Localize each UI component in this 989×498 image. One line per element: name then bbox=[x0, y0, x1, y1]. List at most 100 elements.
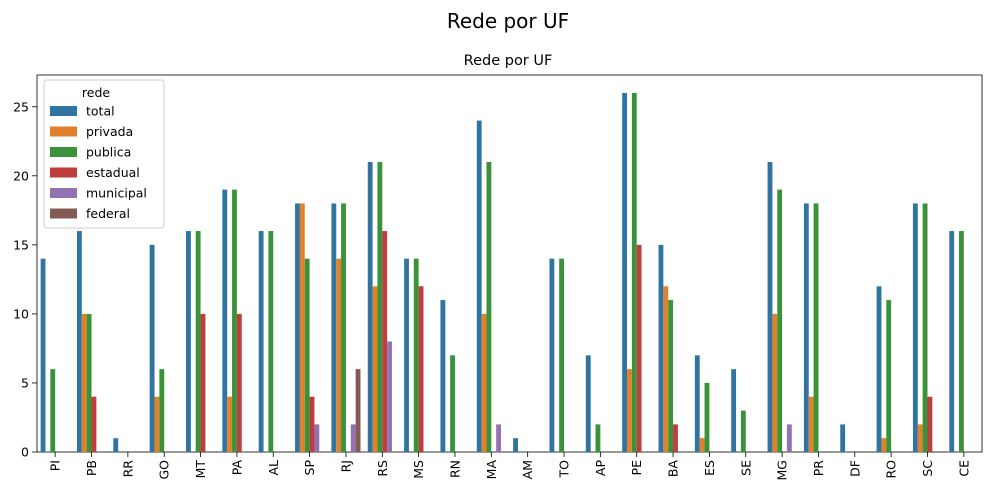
bar-total-RN bbox=[440, 300, 446, 452]
y-tick-label: 5 bbox=[21, 375, 29, 390]
bar-publica-MG bbox=[777, 189, 783, 452]
bar-municipal-MA bbox=[496, 424, 502, 452]
bar-publica-SC bbox=[922, 203, 928, 452]
bar-estadual-SP bbox=[309, 396, 315, 452]
x-tick-label: MS bbox=[411, 460, 426, 479]
legend-swatch-total bbox=[50, 106, 77, 116]
y-tick-label: 0 bbox=[21, 445, 29, 460]
bar-total-RO bbox=[876, 286, 882, 452]
bar-total-MS bbox=[404, 258, 409, 452]
bar-total-GO bbox=[149, 244, 155, 452]
x-tick-label: AM bbox=[520, 460, 535, 479]
legend-title: rede bbox=[82, 85, 110, 100]
bar-publica-ES bbox=[704, 382, 710, 452]
legend-label-federal: federal bbox=[86, 206, 130, 221]
legend-swatch-estadual bbox=[50, 167, 77, 178]
legend: rede total privada publica estadual municipal… bbox=[43, 79, 165, 229]
x-tick-label: GO bbox=[157, 460, 172, 480]
x-tick-label: BA bbox=[666, 460, 681, 478]
x-tick-label: RO bbox=[884, 460, 899, 479]
bar-publica-AL bbox=[268, 231, 274, 452]
bar-privada-PR bbox=[808, 396, 814, 452]
bar-total-SE bbox=[731, 369, 737, 452]
bar-total-CE bbox=[949, 231, 955, 452]
bar-privada-PE bbox=[627, 369, 632, 452]
bar-publica-SP bbox=[304, 258, 310, 452]
bar-estadual-SC bbox=[927, 396, 933, 452]
bar-privada-BA bbox=[663, 286, 669, 452]
bar-total-RJ bbox=[331, 203, 337, 452]
x-tick-label: MT bbox=[193, 460, 208, 479]
bar-total-SC bbox=[912, 203, 918, 452]
x-tick-label: SE bbox=[738, 460, 753, 476]
x-tick-label: RN bbox=[447, 460, 462, 478]
bar-publica-AP bbox=[595, 424, 601, 452]
x-tick-label: AL bbox=[266, 460, 281, 476]
x-tick-label: PA bbox=[229, 460, 244, 476]
bar-total-BA bbox=[658, 244, 664, 452]
x-tick-label: DF bbox=[847, 460, 862, 477]
legend-label-estadual: estadual bbox=[86, 165, 140, 180]
figure-suptitle: Rede por UF bbox=[447, 9, 569, 33]
x-tick-label: PR bbox=[811, 460, 826, 477]
bar-publica-GO bbox=[159, 369, 165, 452]
x-tick-label: RJ bbox=[338, 460, 353, 472]
bar-estadual-PE bbox=[636, 244, 642, 452]
bar-total-MA bbox=[476, 120, 482, 453]
bar-total-PB bbox=[76, 231, 82, 452]
y-tick-label: 25 bbox=[13, 99, 29, 114]
x-tick-label: MA bbox=[484, 460, 499, 480]
y-tick-label: 15 bbox=[13, 237, 29, 252]
bar-municipal-MG bbox=[786, 424, 792, 452]
x-tick-label: SC bbox=[920, 460, 935, 477]
y-tick-label: 10 bbox=[13, 306, 29, 321]
bar-publica-MA bbox=[486, 162, 492, 452]
bar-total-RR bbox=[113, 438, 119, 452]
bar-publica-BA bbox=[668, 300, 674, 452]
bar-estadual-MT bbox=[200, 313, 206, 452]
plot-area: 0 5 10 15 20 25 PI PB RR GO MT PA AL SP RJ RS MS RN MA AM TO… bbox=[13, 74, 983, 480]
bar-publica-RJ bbox=[341, 203, 346, 452]
bar-privada-RS bbox=[372, 286, 378, 452]
bar-federal-RJ bbox=[355, 369, 361, 452]
bar-privada-RJ bbox=[336, 258, 342, 452]
x-tick-label: CE bbox=[956, 460, 971, 477]
chart-title: Rede por UF bbox=[464, 53, 553, 69]
bar-total-PI bbox=[40, 258, 46, 452]
bar-publica-SE bbox=[740, 410, 746, 452]
x-tick-label: RR bbox=[120, 460, 135, 478]
legend-label-total: total bbox=[86, 104, 115, 119]
x-tick-label: TO bbox=[557, 460, 572, 479]
bar-publica-RS bbox=[377, 162, 383, 452]
x-tick-label: MG bbox=[775, 460, 790, 480]
bar-publica-TO bbox=[559, 258, 565, 452]
legend-swatch-federal bbox=[50, 208, 77, 219]
bar-municipal-RS bbox=[387, 341, 392, 452]
x-tick-label: SP bbox=[302, 460, 317, 476]
bar-privada-MG bbox=[772, 313, 778, 452]
bar-publica-CE bbox=[958, 231, 964, 452]
bar-privada-ES bbox=[699, 438, 705, 452]
bar-total-PR bbox=[803, 203, 809, 452]
bar-municipal-SP bbox=[314, 424, 320, 452]
bar-publica-PA bbox=[232, 189, 237, 452]
bar-privada-SC bbox=[917, 424, 923, 452]
bar-estadual-RS bbox=[382, 231, 388, 452]
bar-estadual-BA bbox=[673, 424, 678, 452]
bar-municipal-RJ bbox=[350, 424, 356, 452]
bar-total-RS bbox=[367, 162, 373, 452]
bar-publica-PI bbox=[50, 369, 56, 452]
bar-publica-PB bbox=[86, 313, 92, 452]
bar-publica-PR bbox=[813, 203, 819, 452]
bar-privada-GO bbox=[154, 396, 160, 452]
bar-privada-RO bbox=[881, 438, 887, 452]
x-tick-label: PB bbox=[84, 460, 99, 476]
bar-privada-SP bbox=[299, 203, 305, 452]
bar-total-AM bbox=[513, 438, 518, 452]
bar-total-MT bbox=[186, 231, 191, 452]
legend-label-publica: publica bbox=[86, 145, 131, 160]
legend-swatch-privada bbox=[50, 126, 77, 137]
bar-publica-RN bbox=[450, 355, 455, 452]
bar-privada-PB bbox=[81, 313, 87, 452]
